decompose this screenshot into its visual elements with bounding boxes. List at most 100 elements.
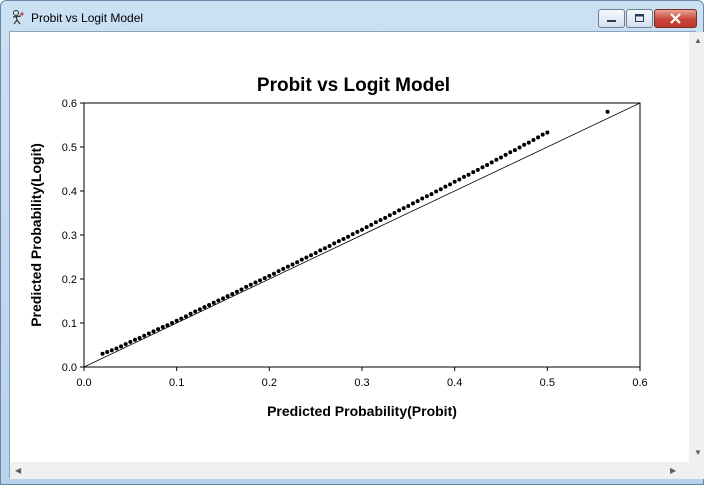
data-point [360, 227, 364, 232]
data-point [605, 109, 610, 114]
data-point [517, 145, 522, 150]
figure-area: Probit vs Logit Model 0.0 0.1 0.2 0.3 0.4 0.5… [9, 31, 704, 479]
data-point [179, 316, 184, 321]
data-point [248, 282, 253, 287]
x-axis-title: Predicted Probability(Probit) [267, 403, 457, 419]
data-point [132, 337, 137, 342]
data-point [373, 220, 378, 225]
data-point [522, 142, 527, 147]
data-point [119, 344, 124, 349]
data-point [392, 211, 397, 215]
data-point [332, 241, 337, 246]
data-point [165, 323, 170, 328]
y-tick-label: 0.2 [62, 274, 77, 286]
data-point [105, 350, 110, 355]
title-bar[interactable]: Probit vs Logit Model [1, 1, 703, 31]
data-point [100, 351, 105, 356]
data-points [100, 109, 610, 356]
data-point [415, 199, 420, 204]
data-point [540, 132, 545, 137]
minimize-button[interactable] [598, 9, 625, 28]
data-point [457, 177, 462, 182]
data-point [174, 318, 179, 323]
close-button[interactable] [654, 9, 697, 28]
minimize-icon [607, 20, 616, 22]
data-point [369, 222, 374, 227]
close-icon [670, 13, 681, 24]
x-tick-label: 0.1 [169, 377, 184, 389]
up-arrow-icon[interactable]: ▲ [694, 36, 702, 45]
x-tick-label: 0.5 [540, 377, 555, 389]
data-point [410, 201, 415, 206]
data-point [512, 148, 517, 153]
data-point [499, 155, 503, 160]
data-point [128, 339, 133, 344]
data-point [503, 152, 508, 157]
horizontal-scrollbar[interactable]: ◀ ▶ [10, 462, 689, 479]
data-point [443, 184, 448, 189]
data-point [216, 298, 221, 303]
data-point [221, 296, 225, 301]
data-point [202, 305, 207, 310]
data-point [271, 271, 276, 276]
reference-line [83, 102, 641, 368]
data-point [401, 206, 406, 211]
data-point [420, 196, 425, 201]
data-point [170, 321, 175, 325]
data-point [285, 264, 290, 269]
maximize-button[interactable] [626, 9, 653, 28]
data-point [258, 278, 263, 283]
data-point [494, 157, 499, 162]
right-arrow-icon[interactable]: ▶ [670, 466, 677, 475]
x-tick-label: 0.0 [76, 377, 91, 389]
data-point [438, 187, 443, 192]
y-axis: 0.0 0.1 0.2 0.3 0.4 0.5 0.6 [62, 98, 84, 374]
data-point [299, 257, 304, 262]
vertical-scrollbar[interactable]: ▲ ▼ [689, 32, 704, 462]
y-tick-label: 0.6 [62, 98, 77, 110]
data-point [160, 324, 165, 329]
y-axis-title: Predicted Probability(Logit) [28, 143, 44, 327]
data-point [378, 218, 383, 223]
y-tick-label: 0.4 [62, 186, 77, 198]
x-axis: 0.0 0.1 0.2 0.3 0.4 0.5 0.6 [76, 367, 648, 389]
y-tick-label: 0.1 [62, 318, 77, 330]
data-point [211, 300, 216, 305]
data-point [123, 342, 128, 347]
scatter-chart: 0.0 0.1 0.2 0.3 0.4 0.5 0.6 0.0 0.1 0.2 0.3 0.4 0.5… [28, 98, 648, 419]
left-arrow-icon[interactable]: ◀ [15, 466, 22, 475]
data-point [225, 294, 230, 299]
data-point [406, 203, 411, 208]
data-point [183, 314, 188, 319]
data-point [429, 192, 434, 197]
data-point [489, 160, 494, 165]
data-point [295, 260, 300, 265]
data-point [485, 163, 490, 168]
data-point [452, 179, 457, 184]
data-point [383, 215, 388, 220]
data-point [207, 302, 212, 307]
data-point [526, 140, 531, 145]
data-point [234, 289, 239, 294]
data-point [364, 225, 369, 230]
x-tick-label: 0.2 [262, 377, 277, 389]
data-point [448, 182, 453, 187]
data-point [230, 291, 235, 296]
data-point [471, 170, 476, 175]
scrollbar-corner [689, 462, 704, 479]
y-tick-label: 0.0 [62, 362, 77, 374]
data-point [239, 287, 244, 292]
data-point [313, 251, 318, 256]
data-point [327, 244, 332, 248]
data-point [137, 335, 142, 340]
data-point [318, 248, 323, 253]
data-point [341, 236, 346, 241]
data-point [346, 234, 351, 239]
down-arrow-icon[interactable]: ▼ [694, 448, 702, 457]
data-point [244, 284, 249, 289]
y-tick-label: 0.3 [62, 230, 77, 242]
data-point [309, 253, 314, 258]
x-tick-label: 0.6 [632, 377, 647, 389]
x-tick-label: 0.4 [447, 377, 462, 389]
